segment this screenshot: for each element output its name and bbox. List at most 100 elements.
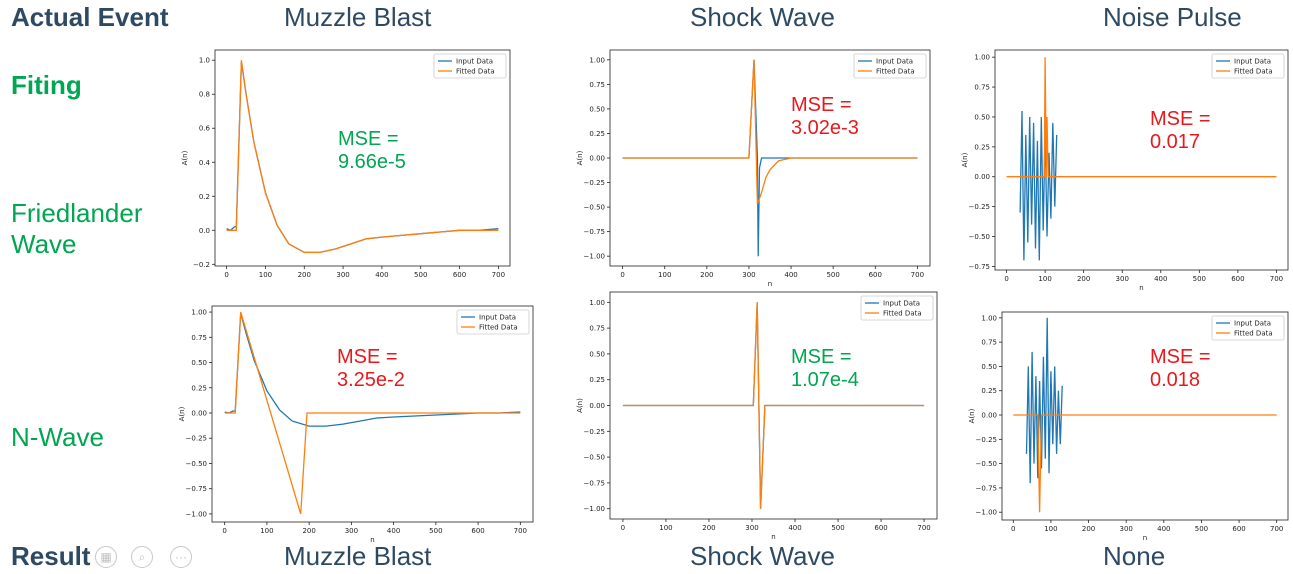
x-tick-label: 300 [345, 527, 358, 535]
y-tick-label: −0.25 [976, 436, 997, 444]
y-axis-label: A(n) [968, 408, 976, 423]
y-tick-label: 0.50 [981, 363, 997, 371]
chart-nwave-muzzle: 0 100 200 300 400 500 600 700 −1.00 −0.75 −0.50 −0.… [165, 298, 537, 542]
x-tick-label: 700 [1270, 275, 1283, 283]
y-tick-label: −1.00 [584, 253, 605, 261]
legend-label: Fitted Data [456, 68, 495, 76]
x-tick-label: 200 [302, 527, 315, 535]
y-axis-label: A(n) [576, 150, 584, 165]
series-line-fitted [1006, 57, 1277, 178]
y-axis-label: A(n) [576, 398, 584, 413]
y-tick-label: −1.00 [186, 510, 207, 518]
y-tick-label: 0.75 [981, 339, 997, 347]
series-line-fitted [1013, 414, 1277, 513]
x-tick-label: 400 [387, 527, 400, 535]
chart-nwave-noise: 0 100 200 300 400 500 600 700 −1.00 −0.75 −0.50 −0.… [955, 306, 1293, 542]
more-options-icon[interactable]: ··· [170, 546, 192, 568]
x-tick-label: 400 [784, 271, 797, 279]
y-tick-label: 0.25 [191, 384, 207, 392]
y-axis-label: A(n) [961, 152, 969, 167]
y-tick-label: −0.25 [186, 435, 207, 443]
y-axis-label: A(n) [181, 150, 189, 165]
x-tick-label: 400 [788, 524, 801, 532]
column-heading-shock-wave: Shock Wave [690, 2, 835, 32]
x-tick-label: 500 [826, 271, 839, 279]
y-tick-label: 0.25 [589, 376, 605, 384]
y-tick-label: 0.25 [974, 143, 990, 151]
y-tick-label: 0.25 [981, 387, 997, 395]
column-heading-muzzle-blast: Muzzle Blast [284, 2, 432, 32]
chart-svg: 0 100 200 300 400 500 600 700 −1.00 −0.75 −0.50 −0.… [576, 49, 931, 288]
x-tick-label: 100 [658, 271, 671, 279]
legend-label: Fitted Data [1234, 68, 1273, 76]
y-tick-label: −0.25 [584, 428, 605, 436]
actual-event-heading: Actual Event [11, 2, 169, 32]
y-tick-label: −0.50 [969, 233, 990, 241]
x-axis-label: n [370, 536, 374, 542]
result-heading: Result [11, 541, 91, 571]
chart-svg: 0 100 200 300 400 500 600 700 −0.75 −0.50 −0.25 0.0… [961, 49, 1289, 292]
x-tick-label: 300 [745, 524, 758, 532]
chart-friedlander-muzzle: 0 100 200 300 400 500 600 700 −0.2 0.0 0.2 0.4 0.6 0.… [180, 44, 520, 280]
series-line-fitted [622, 59, 918, 205]
legend-label: Input Data [883, 300, 920, 308]
y-tick-label: −1.00 [584, 505, 605, 513]
x-tick-label: 0 [222, 527, 226, 535]
x-tick-label: 400 [1154, 275, 1167, 283]
y-tick-label: 0.50 [589, 105, 605, 113]
mse-annotation: MSE = 3.02e-3 [791, 94, 859, 139]
legend-label: Input Data [1234, 58, 1271, 66]
x-tick-label: 700 [917, 524, 930, 532]
x-tick-label: 600 [453, 271, 466, 279]
y-tick-label: 1.00 [589, 56, 605, 64]
legend-box [853, 53, 927, 79]
x-tick-label: 0 [1004, 275, 1008, 283]
chart-svg: 0 100 200 300 400 500 600 700 −0.2 0.0 0.2 0.4 0.6 0.… [181, 49, 511, 279]
x-tick-label: 400 [375, 271, 388, 279]
x-tick-label: 100 [1044, 525, 1057, 533]
y-tick-label: −1.00 [976, 509, 997, 517]
y-tick-label: −0.50 [976, 460, 997, 468]
x-tick-label: 0 [621, 524, 625, 532]
x-tick-label: 200 [1077, 275, 1090, 283]
series-line-input [1019, 110, 1058, 261]
friedlander-wave-label: Friedlander Wave [11, 198, 143, 259]
y-tick-label: −0.75 [186, 485, 207, 493]
axes-frame [1001, 311, 1289, 521]
y-tick-label: 0.75 [974, 84, 990, 92]
y-tick-label: 0.75 [191, 334, 207, 342]
slide-grid-icon[interactable]: ▦ [95, 546, 117, 568]
x-tick-label: 700 [911, 271, 924, 279]
y-tick-label: −0.75 [584, 228, 605, 236]
x-axis-label: n [771, 533, 775, 541]
legend-label: Fitted Data [1234, 330, 1273, 338]
y-tick-label: 0.0 [199, 227, 210, 235]
axes-frame [214, 49, 511, 267]
x-tick-label: 500 [831, 524, 844, 532]
mse-annotation: MSE = 0.018 [1150, 346, 1211, 391]
x-tick-label: 200 [1082, 525, 1095, 533]
result-muzzle-blast: Muzzle Blast [284, 541, 432, 571]
result-shock-wave: Shock Wave [690, 541, 835, 571]
n-wave-label: N-Wave [11, 422, 104, 452]
x-tick-label: 600 [471, 527, 484, 535]
y-tick-label: 0.75 [589, 81, 605, 89]
column-heading-noise-pulse: Noise Pulse [1103, 2, 1242, 32]
result-none: None [1103, 541, 1166, 571]
zoom-icon[interactable]: ⌕ [131, 546, 153, 568]
legend-box [860, 295, 934, 321]
y-axis-label: A(n) [178, 406, 186, 421]
x-tick-label: 500 [429, 527, 442, 535]
legend-box [1211, 315, 1285, 341]
y-tick-label: 1.0 [199, 57, 210, 65]
x-tick-label: 700 [1270, 525, 1283, 533]
axes-frame [994, 49, 1289, 271]
y-tick-label: −0.50 [186, 460, 207, 468]
mse-annotation: MSE = 0.017 [1150, 108, 1211, 153]
y-tick-label: −0.2 [193, 261, 210, 269]
x-tick-label: 0 [224, 271, 228, 279]
y-tick-label: 0.00 [191, 409, 207, 417]
mse-annotation: MSE = 1.07e-4 [791, 346, 859, 391]
x-tick-label: 700 [514, 527, 527, 535]
y-tick-label: 0.00 [974, 173, 990, 181]
